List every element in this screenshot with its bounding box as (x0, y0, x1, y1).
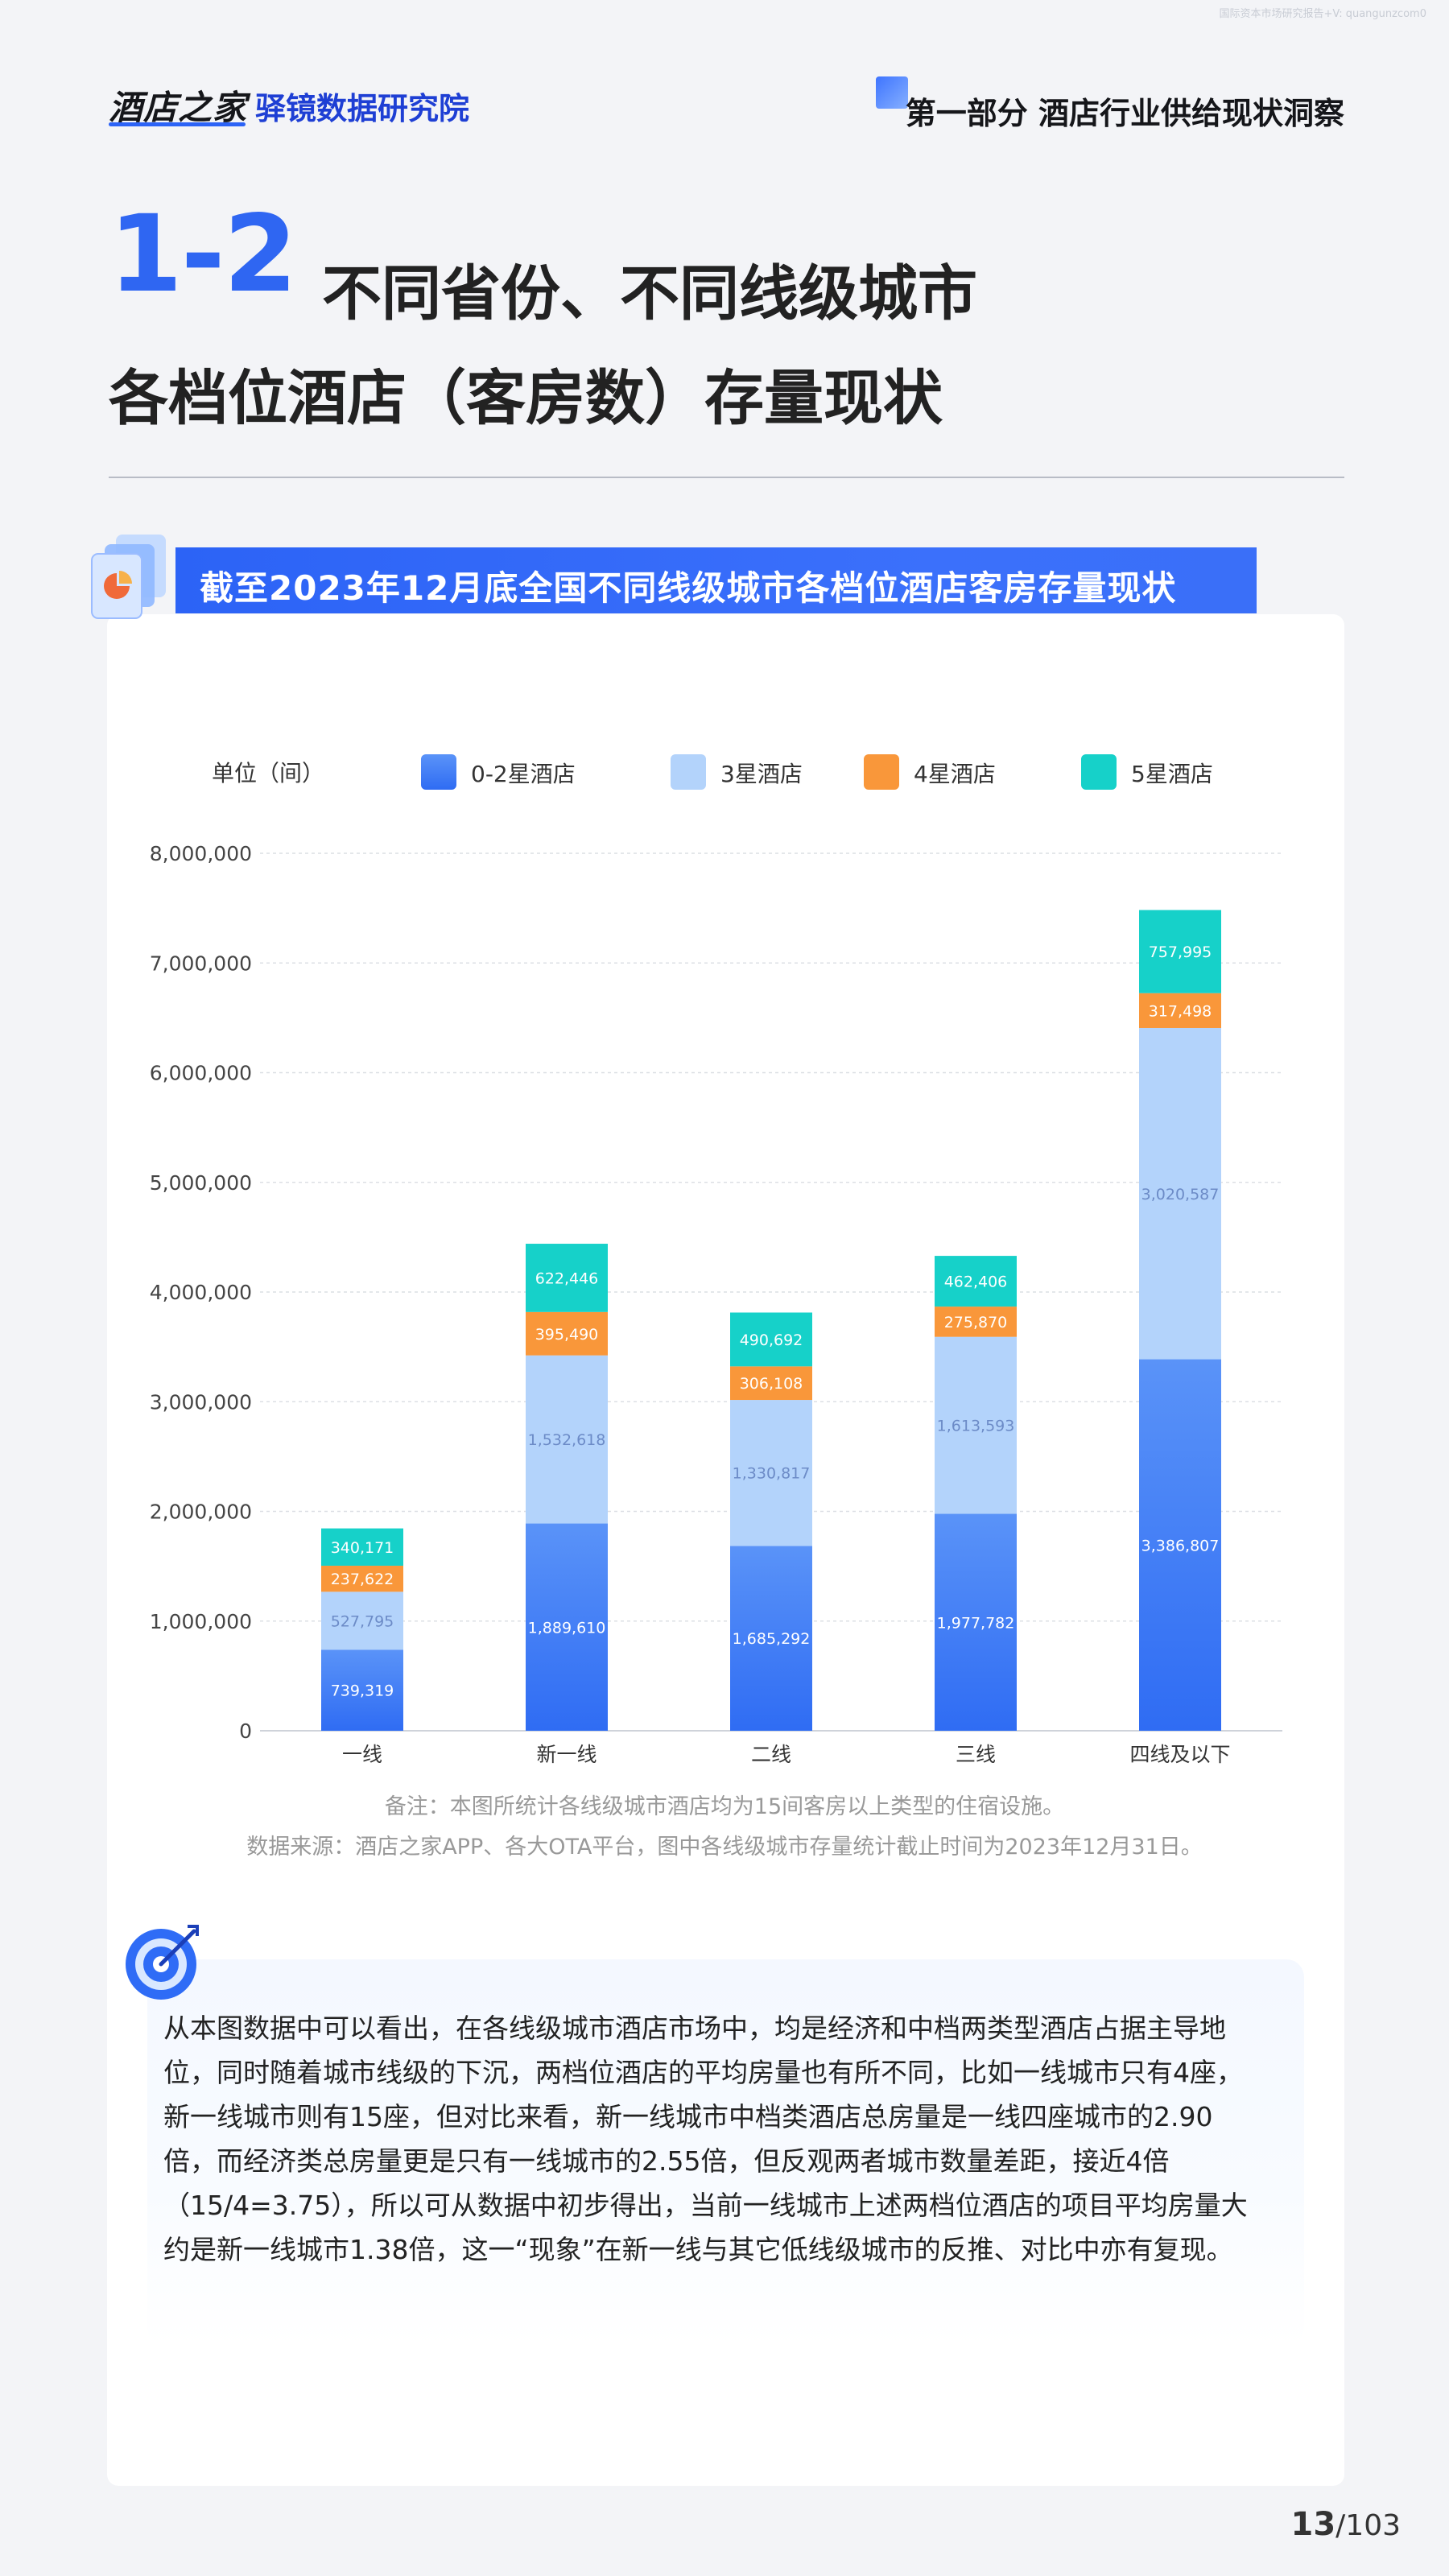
title-line-1: 不同省份、不同线级城市 (322, 259, 977, 328)
legend-swatch (671, 754, 706, 790)
chart-banner: 截至2023年12月底全国不同线级城市各档位酒店客房存量现状 (175, 547, 1257, 613)
data-label: 3,020,587 (1141, 1186, 1220, 1203)
y-tick-label: 4,000,000 (150, 1281, 252, 1304)
title-number: 1-2 (109, 192, 297, 316)
bar-segment (1139, 1359, 1221, 1731)
bar-segment (935, 1256, 1017, 1307)
data-label: 1,532,618 (528, 1431, 606, 1449)
bar-segment (730, 1366, 812, 1401)
bar-segment (730, 1312, 812, 1367)
page-total: /103 (1335, 2509, 1401, 2542)
stacked-bar-chart: 单位（间） 0-2星酒店 3星酒店 4星酒店 5星酒店 0 1,000,000 2,000… (150, 754, 1282, 1766)
data-label: 462,406 (944, 1274, 1008, 1291)
page-current: 13 (1290, 2506, 1336, 2543)
data-label: 306,108 (740, 1375, 803, 1393)
x-tick-label: 四线及以下 (1129, 1743, 1230, 1766)
data-label: 739,319 (331, 1682, 394, 1700)
data-label: 1,613,593 (937, 1418, 1015, 1435)
chart-legend: 单位（间） 0-2星酒店 3星酒店 4星酒店 5星酒店 (212, 754, 1213, 790)
unit-label: 单位（间） (212, 760, 324, 786)
bar-segment (730, 1400, 812, 1546)
data-label: 317,498 (1149, 1002, 1212, 1020)
legend-label: 5星酒店 (1131, 761, 1213, 787)
x-tick-label: 二线 (751, 1743, 791, 1766)
data-label: 3,386,807 (1141, 1537, 1220, 1554)
y-tick-label: 6,000,000 (150, 1062, 252, 1085)
page-number: 13/103 (1290, 2506, 1401, 2543)
bar-segment (730, 1546, 812, 1731)
data-label: 622,446 (535, 1269, 599, 1287)
bar-segment (321, 1591, 403, 1650)
section-title: 第一部分 酒店行业供给现状洞察 (905, 96, 1344, 131)
brand-underline (109, 122, 246, 126)
y-tick-label: 5,000,000 (150, 1171, 252, 1195)
data-label: 490,692 (740, 1331, 803, 1349)
bar-segment (935, 1513, 1017, 1731)
chart-source: 数据来源：酒店之家APP、各大OTA平台，图中各线级城市存量统计截止时间为202… (246, 1835, 1203, 1860)
section-square-icon (876, 76, 908, 109)
data-label: 1,889,610 (528, 1619, 606, 1637)
data-label: 395,490 (535, 1326, 599, 1344)
legend-swatch (421, 754, 456, 790)
x-tick-label: 一线 (342, 1743, 382, 1766)
data-label: 1,330,817 (733, 1465, 811, 1483)
chart-stack-icon (91, 535, 166, 619)
data-label: 237,622 (331, 1571, 394, 1588)
chart-bars: 739,319 527,795 237,622 340,171 1,889,610 1,5… (321, 910, 1221, 1731)
x-axis: 一线 新一线 二线 三线 四线及以下 (342, 1743, 1231, 1766)
bar-segment (1139, 1027, 1221, 1360)
legend-label: 3星酒店 (720, 761, 803, 787)
bar-segment (321, 1649, 403, 1731)
bar-segment (935, 1307, 1017, 1337)
brand-logo: 酒店之家 (109, 88, 248, 127)
bar-segment (935, 1336, 1017, 1514)
chart-remark: 备注：本图所统计各线级城市酒店均为15间客房以上类型的住宿设施。 (384, 1794, 1065, 1819)
bar-segment (526, 1523, 608, 1731)
y-axis: 0 1,000,000 2,000,000 3,000,000 4,000,000 5,0… (150, 842, 252, 1743)
data-label: 275,870 (944, 1314, 1008, 1331)
bar-segment (526, 1244, 608, 1312)
data-label: 527,795 (331, 1612, 394, 1630)
legend-swatch (864, 754, 899, 790)
bar-segment (321, 1528, 403, 1566)
y-tick-label: 1,000,000 (150, 1610, 252, 1633)
data-label: 340,171 (331, 1539, 394, 1557)
analysis-box: 从本图数据中可以看出，在各线级城市酒店市场中，均是经济和中档两类型酒店占据主导地… (147, 1959, 1304, 2346)
watermark: 国际资本市场研究报告+V: quangunzcom0 (1219, 8, 1426, 20)
x-tick-label: 新一线 (536, 1743, 597, 1766)
y-tick-label: 7,000,000 (150, 952, 252, 975)
bar-segment (526, 1355, 608, 1524)
legend-label: 4星酒店 (914, 761, 996, 787)
data-label: 757,995 (1149, 943, 1212, 961)
chart-banner-title: 截至2023年12月底全国不同线级城市各档位酒店客房存量现状 (200, 568, 1177, 608)
bar-segment (321, 1565, 403, 1592)
brand: 酒店之家 驿镜数据研究院 (109, 80, 469, 130)
y-tick-label: 3,000,000 (150, 1390, 252, 1414)
legend-swatch (1081, 754, 1117, 790)
data-label: 1,977,782 (937, 1614, 1015, 1632)
analysis-text: 从本图数据中可以看出，在各线级城市酒店市场中，均是经济和中档两类型酒店占据主导地… (163, 2013, 1248, 2265)
y-tick-label: 0 (239, 1719, 252, 1743)
brand-institute: 驿镜数据研究院 (255, 91, 470, 126)
x-tick-label: 三线 (956, 1743, 996, 1766)
bar-segment (526, 1311, 608, 1356)
bar-segment (1139, 910, 1221, 993)
legend-label: 0-2星酒店 (471, 761, 576, 787)
y-tick-label: 2,000,000 (150, 1501, 252, 1524)
title-divider (109, 477, 1344, 478)
bar-segment (1139, 993, 1221, 1028)
target-icon (126, 1925, 199, 2000)
title-line-2: 各档位酒店（客房数）存量现状 (109, 364, 943, 433)
y-tick-label: 8,000,000 (150, 842, 252, 865)
data-label: 1,685,292 (733, 1630, 811, 1648)
